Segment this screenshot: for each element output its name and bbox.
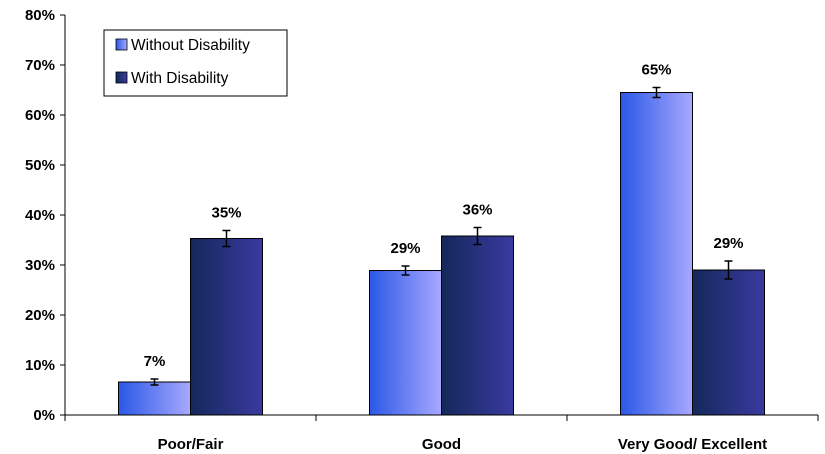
y-tick-label: 30% bbox=[25, 257, 55, 274]
legend-label-without-disability: Without Disability bbox=[131, 37, 250, 54]
data-label: 36% bbox=[462, 202, 492, 219]
bar-with-disability bbox=[692, 269, 765, 416]
legend-swatch-without-disability bbox=[115, 38, 128, 51]
data-label: 65% bbox=[641, 62, 671, 79]
y-tick-label: 0% bbox=[33, 407, 55, 424]
y-tick-label: 40% bbox=[25, 207, 55, 224]
bar-without-disability bbox=[369, 270, 442, 416]
legend: Without Disability With Disability bbox=[103, 29, 288, 97]
y-tick-label: 50% bbox=[25, 157, 55, 174]
data-label: 29% bbox=[713, 235, 743, 252]
bar-without-disability bbox=[118, 381, 191, 416]
x-category-label: Poor/Fair bbox=[158, 436, 224, 453]
y-tick-label: 10% bbox=[25, 357, 55, 374]
axes: 0% 10% 20% 30% 40% 50% 60% 70% 80% Poor/Fair Good V… bbox=[25, 7, 819, 453]
data-label: 35% bbox=[211, 205, 241, 222]
y-tick-label: 80% bbox=[25, 7, 55, 24]
data-labels: 7% 35% 29% 36% 65% 29% bbox=[144, 62, 744, 371]
y-tick-label: 20% bbox=[25, 307, 55, 324]
bar-with-disability bbox=[190, 238, 263, 416]
legend-box bbox=[103, 29, 288, 97]
x-category-label: Good bbox=[422, 436, 461, 453]
bar-with-disability bbox=[441, 235, 514, 416]
data-label: 29% bbox=[390, 240, 420, 257]
data-label: 7% bbox=[144, 353, 166, 370]
legend-label-with-disability: With Disability bbox=[131, 70, 229, 87]
y-tick-label: 70% bbox=[25, 57, 55, 74]
x-category-label: Very Good/ Excellent bbox=[618, 436, 767, 453]
bar-without-disability bbox=[620, 92, 693, 416]
y-tick-label: 60% bbox=[25, 107, 55, 124]
legend-swatch-with-disability bbox=[115, 71, 128, 84]
bars bbox=[118, 86, 765, 416]
